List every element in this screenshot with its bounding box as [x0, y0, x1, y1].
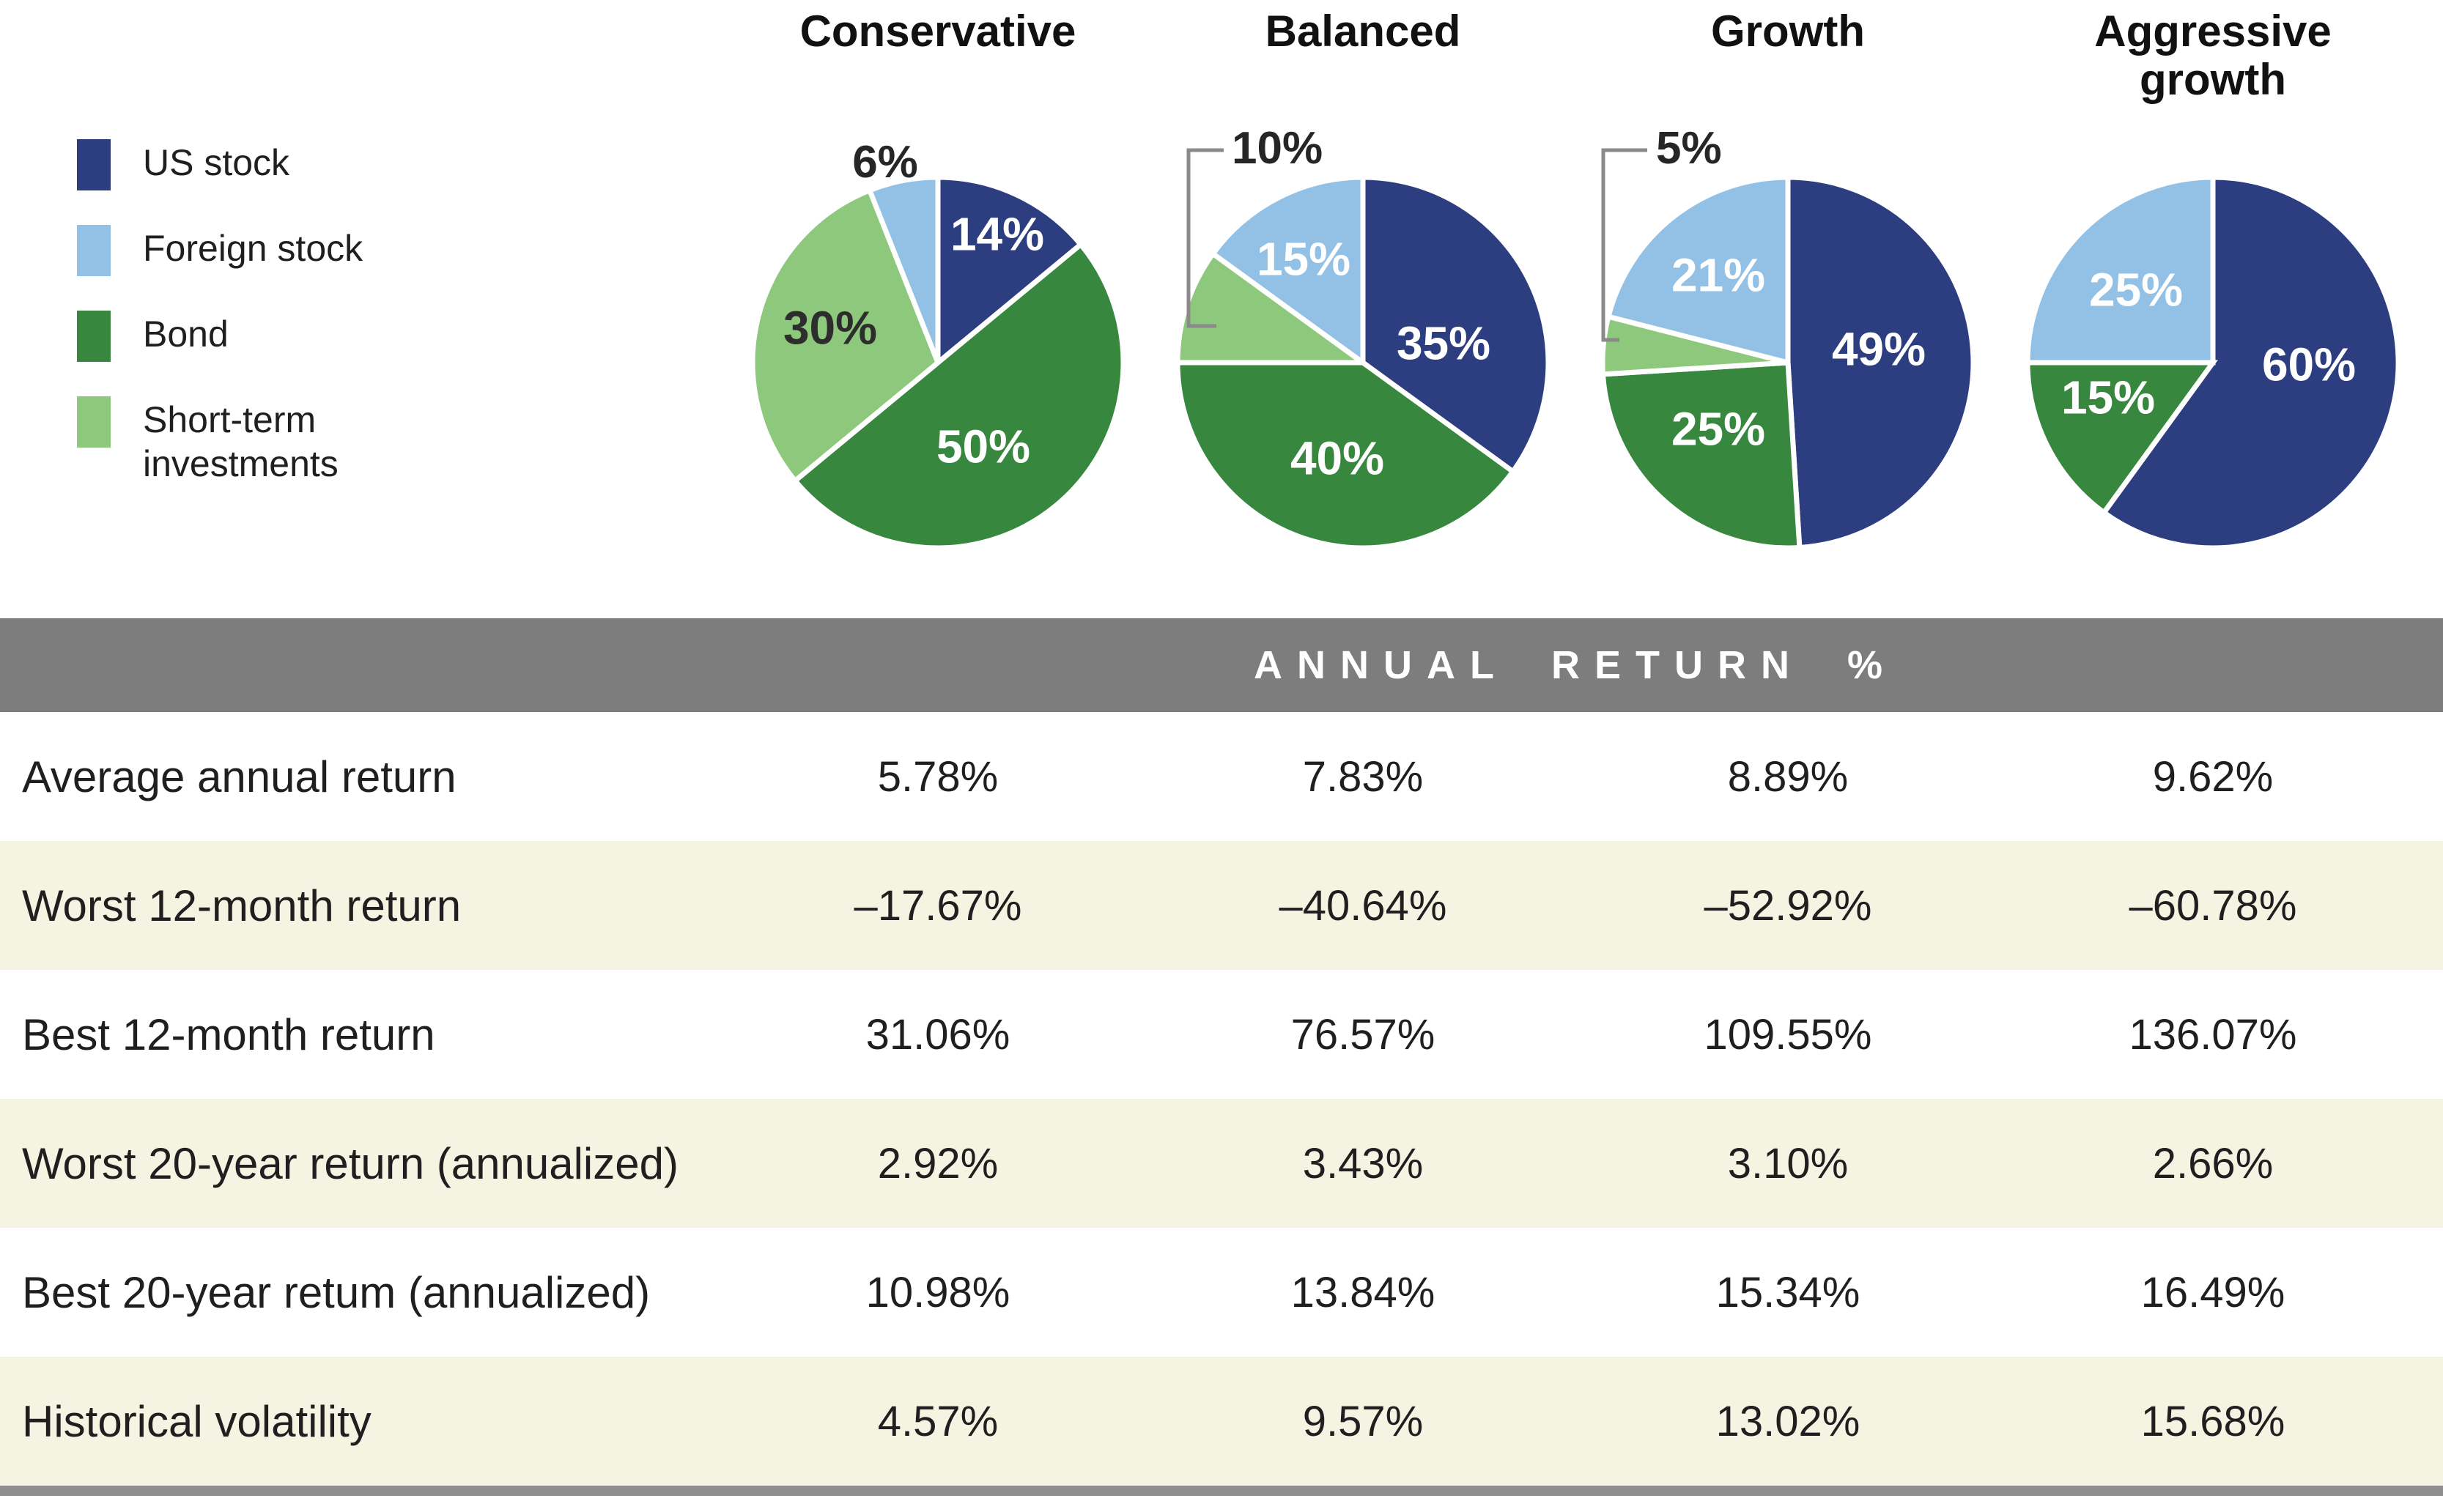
- value-cell-growth: 15.34%: [1715, 1268, 1860, 1316]
- legend-item-label: Bond: [143, 314, 229, 355]
- pie-slice-bond: [1600, 360, 1803, 551]
- pie-slice-foreign-stock: [866, 174, 941, 364]
- pie-slice-label: 40%: [1290, 431, 1384, 484]
- table-row-historical-volatility: Historical volatility 4.57% 9.57% 13.02% 15.…: [0, 1357, 2443, 1486]
- pie-slice-short-term-investments: [1175, 250, 1371, 366]
- value-cell-conservative: –17.67%: [854, 881, 1022, 930]
- pie-slice-bond: [791, 240, 1126, 551]
- pie-slice-label: 25%: [2089, 263, 2183, 316]
- pie-slice-label: 30%: [783, 301, 877, 354]
- pie-slice-foreign-stock: [2025, 174, 2216, 366]
- legend-swatch-us-stock-icon: [77, 139, 111, 190]
- value-cell-aggressive-growth: 136.07%: [2129, 1010, 2297, 1059]
- row-label: Best 20-year retum (annualized): [22, 1267, 651, 1317]
- value-cell-growth: 3.10%: [1727, 1139, 1849, 1187]
- pie-outside-label: 6%: [852, 137, 918, 188]
- value-cell-aggressive-growth: 15.68%: [2140, 1397, 2285, 1445]
- value-cell-growth: 8.89%: [1727, 752, 1849, 801]
- pie-slice-label: 15%: [1257, 232, 1350, 285]
- asset-legend: US stock Foreign stock Bond Short-term inve…: [77, 139, 407, 486]
- legend-item-bond: Bond: [77, 311, 407, 362]
- pie-slice-label: 49%: [1832, 322, 1926, 375]
- legend-swatch-foreign-stock-icon: [77, 225, 111, 276]
- value-cell-balanced: 9.57%: [1302, 1397, 1424, 1445]
- pie-slice-short-term-investments: [750, 187, 942, 485]
- pie-slice-label: 21%: [1671, 248, 1765, 301]
- value-cell-conservative: 4.57%: [877, 1397, 999, 1445]
- callout-bracket-line: [1601, 148, 1647, 342]
- legend-item-label: Short-term investments: [143, 399, 339, 484]
- value-cell-balanced: 3.43%: [1302, 1139, 1424, 1187]
- value-cell-aggressive-growth: –60.78%: [2129, 881, 2297, 930]
- legend-item-foreign-stock: Foreign stock: [77, 225, 407, 276]
- pie-title: Growth: [1711, 7, 1865, 56]
- value-cell-balanced: –40.64%: [1279, 881, 1447, 930]
- value-cell-balanced: 13.84%: [1290, 1268, 1435, 1316]
- pie-title: Conservative: [799, 7, 1076, 56]
- value-cell-conservative: 10.98%: [865, 1268, 1010, 1316]
- value-cell-balanced: 7.83%: [1302, 752, 1424, 801]
- pie-chart-conservative: 14% 50% 30% 6%: [750, 137, 1126, 551]
- legend-item-short-term-investments: Short-term investments: [77, 396, 407, 486]
- pie-chart-growth: 49% 25% 5% 21%: [1600, 123, 1976, 551]
- table-row-best-12-month-return: Best 12-month return 31.06% 76.57% 109.55% 1…: [0, 970, 2443, 1099]
- pie-callout-label: 5%: [1656, 123, 1722, 174]
- pie-column-balanced: Balanced 35% 40% 10% 15%: [1150, 0, 1575, 579]
- legend-item-label: US stock: [143, 142, 290, 183]
- table-row-best-20-year-retum-annualized: Best 20-year retum (annualized) 10.98% 13.…: [0, 1228, 2443, 1357]
- pie-slice-label: 14%: [950, 207, 1044, 260]
- pie-chart-balanced: 35% 40% 10% 15%: [1175, 123, 1551, 551]
- pie-slice-label: 15%: [2061, 371, 2155, 423]
- value-cell-aggressive-growth: 9.62%: [2152, 752, 2274, 801]
- pie-slice-label: 35%: [1397, 316, 1490, 369]
- pie-charts-row: Conservative 14% 50% 30% 6% Balanced 35% 40% 10%…: [725, 0, 2425, 579]
- pie-column-conservative: Conservative 14% 50% 30% 6%: [725, 0, 1150, 579]
- table-row-worst-12-month-return: Worst 12-month return –17.67% –40.64% –52.9…: [0, 841, 2443, 970]
- pie-slice-us-stock: [1785, 174, 1976, 551]
- legend-swatch-short-term-investments-icon: [77, 396, 111, 448]
- row-label: Historical volatility: [22, 1396, 372, 1446]
- pie-slice-foreign-stock: [1605, 174, 1791, 366]
- value-cell-balanced: 76.57%: [1290, 1010, 1435, 1059]
- value-cell-conservative: 31.06%: [865, 1010, 1010, 1059]
- pie-callout-label: 10%: [1232, 123, 1323, 174]
- row-label: Average annual return: [22, 752, 457, 801]
- pie-title: Aggressive growth: [2094, 7, 2332, 104]
- value-cell-aggressive-growth: 2.66%: [2152, 1139, 2274, 1187]
- value-cell-growth: 13.02%: [1715, 1397, 1860, 1445]
- legend-swatch-bond-icon: [77, 311, 111, 362]
- value-cell-growth: –52.92%: [1704, 881, 1872, 930]
- pie-title: Balanced: [1265, 7, 1461, 56]
- annual-return-band: ANNUAL RETURN %: [0, 618, 2443, 712]
- pie-slice-bond: [1175, 360, 1517, 551]
- pie-slice-label: 60%: [2262, 338, 2356, 390]
- value-cell-growth: 109.55%: [1704, 1010, 1872, 1059]
- annual-return-title: ANNUAL RETURN %: [1253, 643, 1897, 687]
- pie-column-growth: Growth 49% 25% 5% 21%: [1575, 0, 2000, 579]
- value-cell-aggressive-growth: 16.49%: [2140, 1268, 2285, 1316]
- pie-slice-bond: [2025, 360, 2218, 516]
- pie-slice-us-stock: [2100, 174, 2401, 551]
- pie-slice-us-stock: [1360, 174, 1551, 475]
- callout-bracket-line: [1186, 148, 1224, 328]
- pie-slice-us-stock: [935, 174, 1084, 368]
- pie-chart-aggressive-growth: 60% 15% 25%: [2025, 174, 2401, 551]
- pie-column-aggressive-growth: Aggressive growth 60% 15% 25%: [2000, 0, 2425, 579]
- value-cell-conservative: 2.92%: [877, 1139, 999, 1187]
- row-label: Worst 12-month return: [22, 881, 462, 930]
- value-cell-conservative: 5.78%: [877, 752, 999, 801]
- row-label: Best 12-month return: [22, 1009, 435, 1059]
- pie-slice-label: 25%: [1671, 402, 1765, 455]
- legend-item-label: Foreign stock: [143, 228, 363, 269]
- pie-slice-foreign-stock: [1209, 174, 1366, 368]
- bottom-divider: [0, 1486, 2443, 1496]
- pie-slice-label: 50%: [936, 420, 1030, 472]
- row-label: Worst 20-year return (annualized): [22, 1138, 679, 1188]
- legend-item-us-stock: US stock: [77, 139, 407, 190]
- table-row-worst-20-year-return-annualized: Worst 20-year return (annualized) 2.92% 3.…: [0, 1099, 2443, 1228]
- returns-table: Average annual return 5.78% 7.83% 8.89% 9.62…: [0, 712, 2443, 1486]
- table-row-average-annual-return: Average annual return 5.78% 7.83% 8.89% 9.62…: [0, 712, 2443, 841]
